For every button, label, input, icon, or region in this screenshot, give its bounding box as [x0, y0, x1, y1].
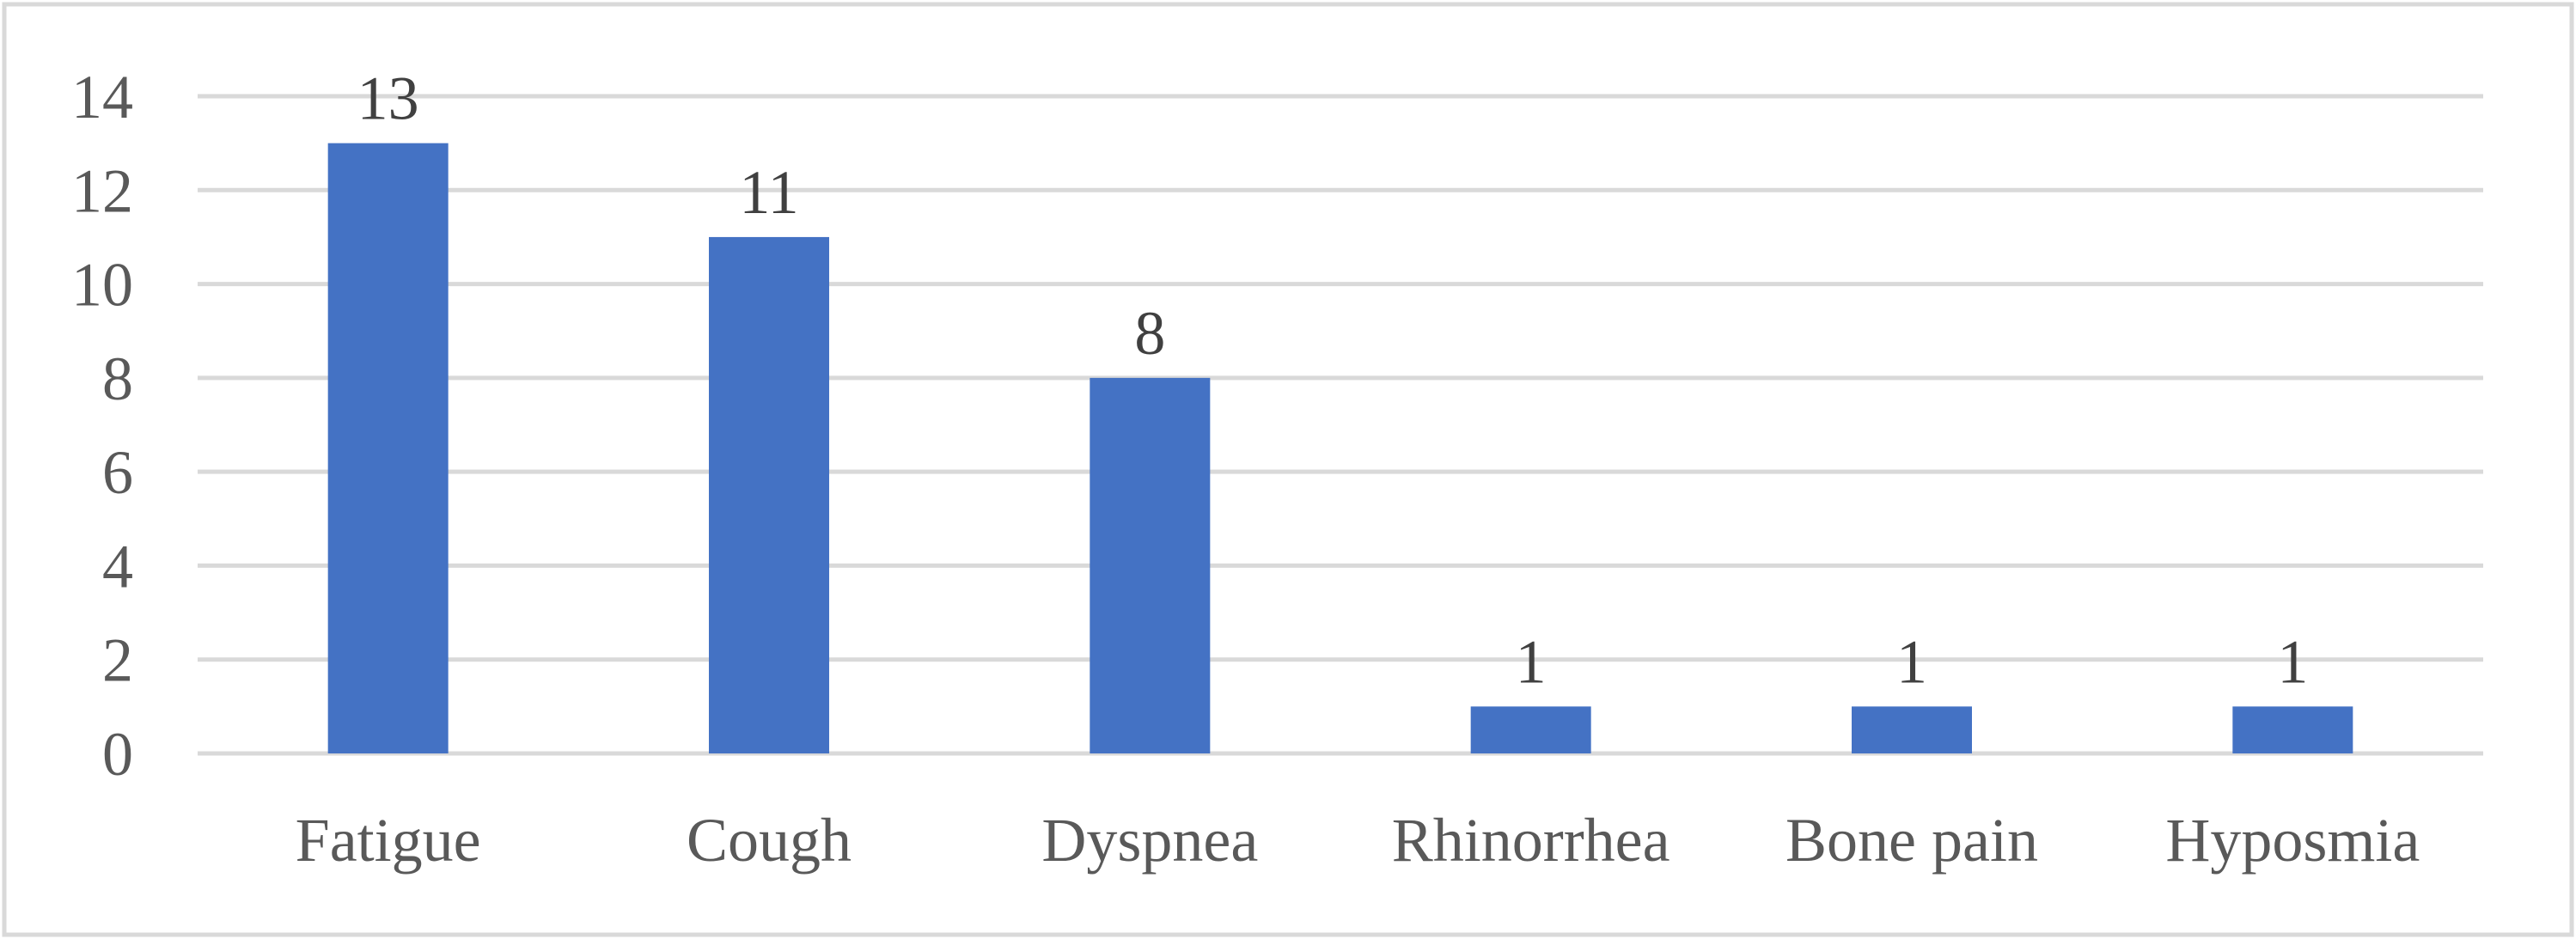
- x-tick-label: Bone pain: [1785, 806, 2038, 875]
- y-tick-label: 14: [71, 63, 133, 131]
- x-axis-tick-labels: Fatigue Cough Dyspnea Rhinorrhea Bone pain Hy…: [296, 806, 2420, 875]
- bar: [2232, 706, 2353, 753]
- y-tick-label: 6: [102, 438, 133, 507]
- data-label: 13: [357, 64, 419, 133]
- data-label: 8: [1134, 299, 1165, 368]
- bar: [327, 143, 449, 754]
- bar: [709, 236, 829, 753]
- bar: [1470, 706, 1591, 753]
- data-label: 1: [2277, 627, 2308, 696]
- data-label: 1: [1516, 627, 1547, 696]
- bar: [1852, 706, 1972, 753]
- y-tick-label: 10: [71, 251, 133, 320]
- bar: [1090, 377, 1211, 753]
- y-axis-tick-labels: 0 2 4 6 8 10 12 14: [71, 63, 133, 789]
- gridlines: [198, 94, 2483, 756]
- x-tick-label: Dyspnea: [1041, 806, 1258, 875]
- x-tick-label: Cough: [687, 806, 852, 875]
- x-tick-label: Fatigue: [296, 806, 481, 875]
- x-tick-label: Hyposmia: [2165, 806, 2420, 875]
- y-tick-label: 2: [102, 626, 133, 695]
- y-tick-label: 0: [102, 720, 133, 789]
- x-tick-label: Rhinorrhea: [1392, 806, 1670, 875]
- y-tick-label: 8: [102, 345, 133, 413]
- y-tick-label: 12: [71, 156, 133, 225]
- data-label: 11: [739, 158, 798, 227]
- y-tick-label: 4: [102, 532, 133, 601]
- data-label: 1: [1896, 627, 1927, 696]
- bars: [327, 143, 2353, 754]
